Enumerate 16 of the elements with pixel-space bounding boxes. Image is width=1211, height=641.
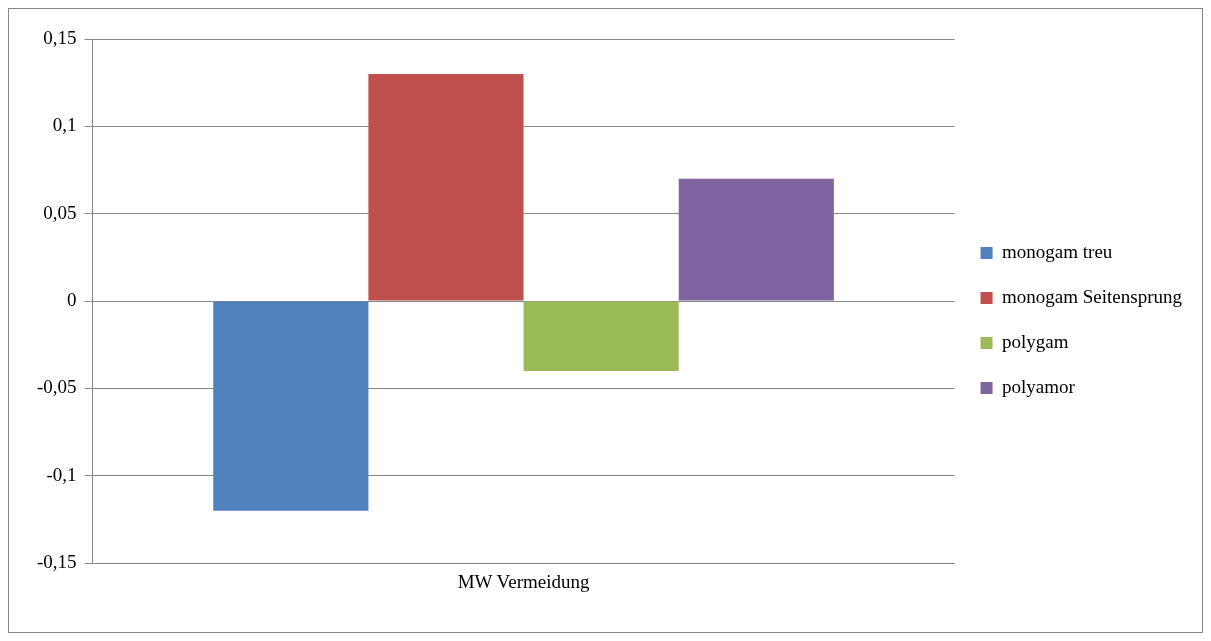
y-tick-label: -0,15 bbox=[37, 551, 77, 573]
y-tick-label: 0 bbox=[67, 289, 77, 311]
bar bbox=[523, 301, 679, 371]
y-tick-label: -0,1 bbox=[46, 463, 77, 485]
y-tick-label: 0,05 bbox=[43, 201, 77, 223]
legend-label: polyamor bbox=[1002, 375, 1076, 397]
legend-label: polygam bbox=[1002, 330, 1069, 352]
bar bbox=[678, 178, 834, 301]
y-tick-label: -0,05 bbox=[37, 376, 77, 398]
bar bbox=[368, 73, 524, 301]
legend-label: monogam Seitensprung bbox=[1002, 285, 1183, 307]
x-tick-label: MW Vermeidung bbox=[457, 570, 590, 592]
bar bbox=[213, 301, 369, 511]
y-tick-label: 0,1 bbox=[52, 114, 77, 136]
legend-label: monogam treu bbox=[1002, 240, 1113, 262]
y-tick-label: 0,15 bbox=[43, 26, 77, 48]
